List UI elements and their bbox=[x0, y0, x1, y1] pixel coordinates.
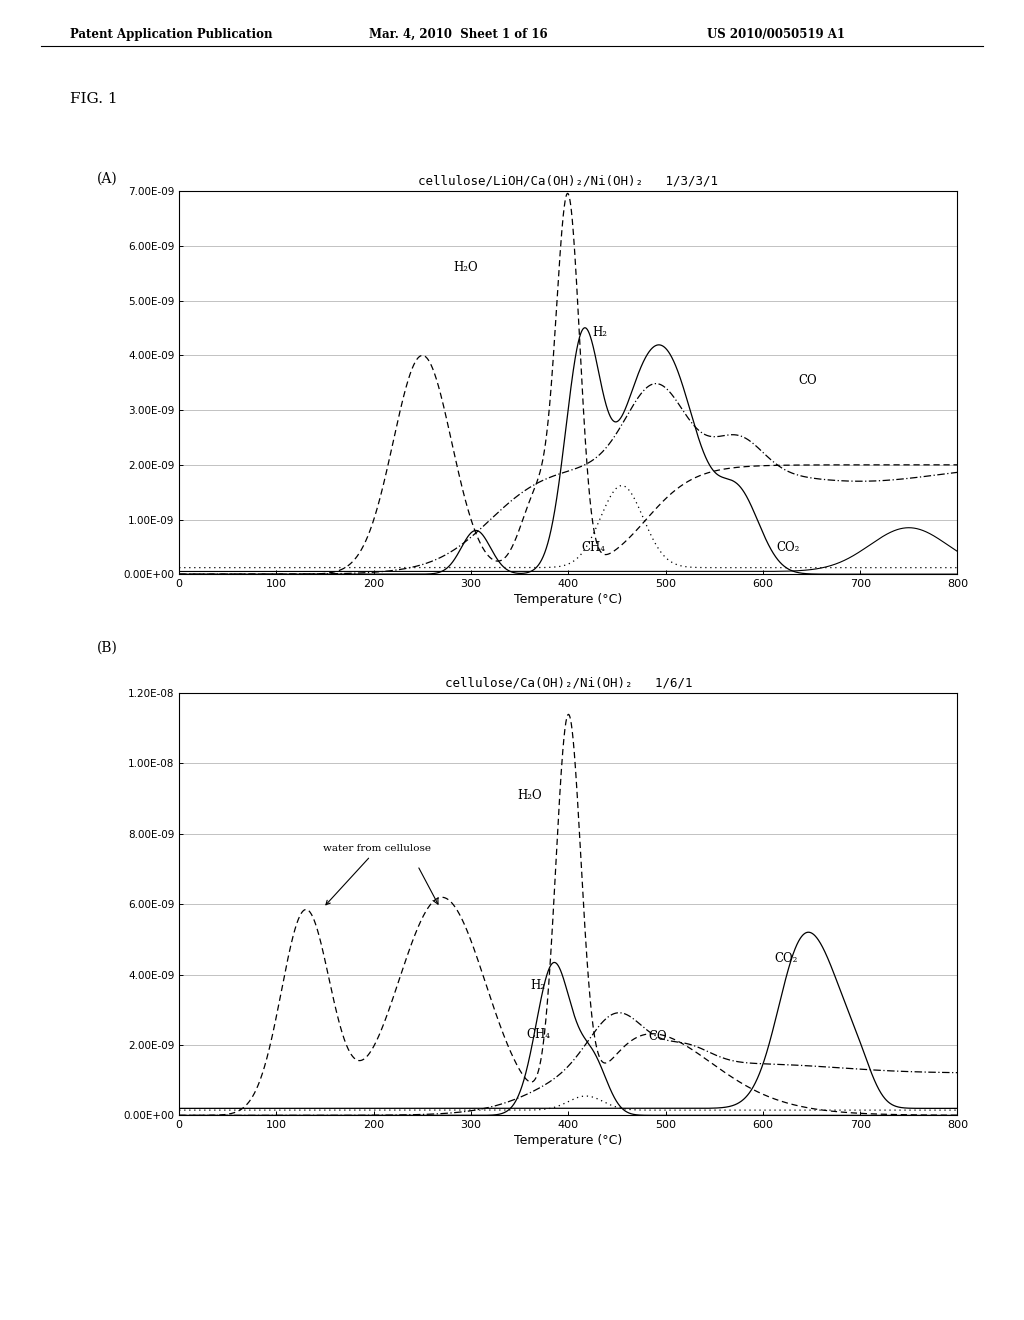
Text: H₂O: H₂O bbox=[454, 260, 478, 273]
Title: cellulose/Ca(OH)₂/Ni(OH)₂   1/6/1: cellulose/Ca(OH)₂/Ni(OH)₂ 1/6/1 bbox=[444, 676, 692, 689]
Text: H₂O: H₂O bbox=[518, 788, 543, 801]
Text: CO₂: CO₂ bbox=[774, 952, 798, 965]
Text: H₂: H₂ bbox=[530, 978, 546, 991]
X-axis label: Temperature (°C): Temperature (°C) bbox=[514, 593, 623, 606]
Text: CH₄: CH₄ bbox=[526, 1028, 551, 1041]
Text: water from cellulose: water from cellulose bbox=[324, 845, 431, 904]
Text: CO: CO bbox=[648, 1030, 667, 1043]
Text: Patent Application Publication: Patent Application Publication bbox=[70, 28, 272, 41]
Text: Mar. 4, 2010  Sheet 1 of 16: Mar. 4, 2010 Sheet 1 of 16 bbox=[369, 28, 547, 41]
Text: (B): (B) bbox=[97, 640, 118, 655]
Title: cellulose/LiOH/Ca(OH)₂/Ni(OH)₂   1/3/3/1: cellulose/LiOH/Ca(OH)₂/Ni(OH)₂ 1/3/3/1 bbox=[419, 174, 718, 187]
Text: CO₂: CO₂ bbox=[776, 541, 800, 554]
Text: (A): (A) bbox=[97, 172, 118, 186]
Text: CO: CO bbox=[799, 374, 817, 387]
X-axis label: Temperature (°C): Temperature (°C) bbox=[514, 1134, 623, 1147]
Text: US 2010/0050519 A1: US 2010/0050519 A1 bbox=[707, 28, 845, 41]
Text: H₂: H₂ bbox=[593, 326, 607, 339]
Text: CH₄: CH₄ bbox=[581, 541, 605, 554]
Text: FIG. 1: FIG. 1 bbox=[70, 92, 118, 107]
